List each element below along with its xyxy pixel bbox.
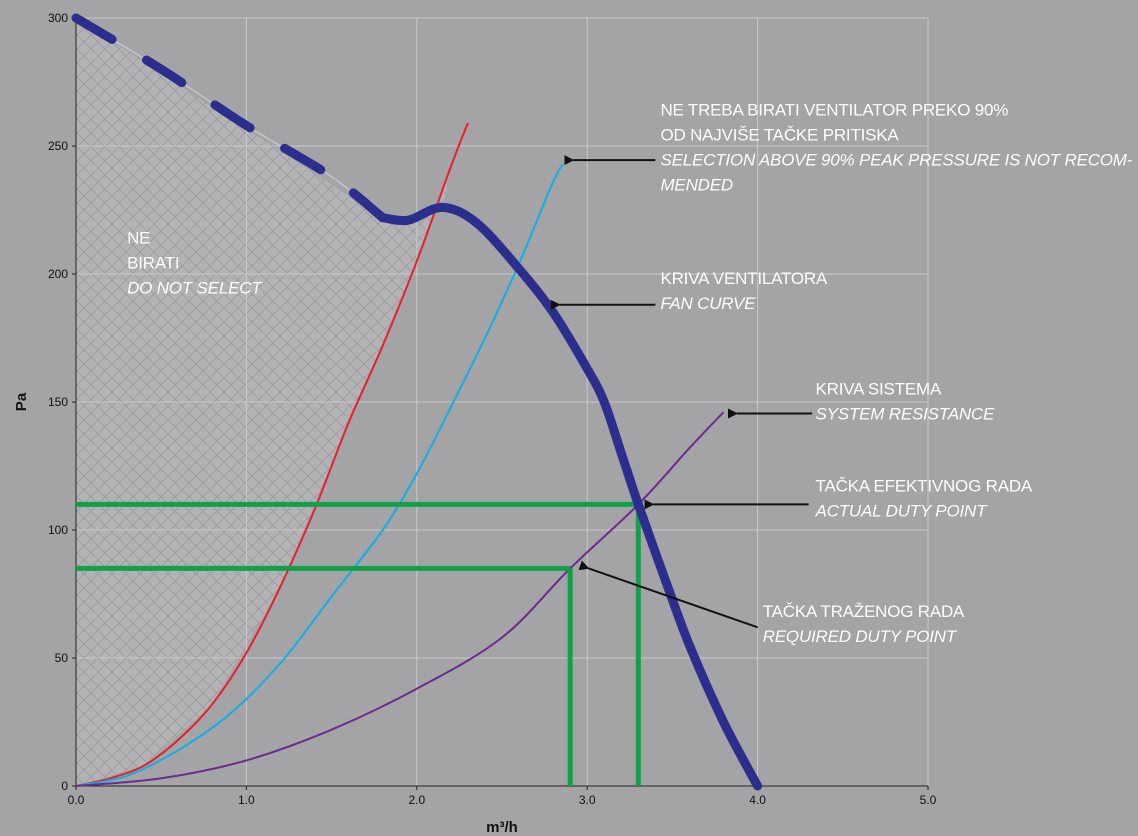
plot-area: 0.0 1.0 2.0 3.0 4.0 5.0 0 50 100 150 200 250 300 m³/h…: [13, 11, 1133, 836]
y-tick-label: 100: [48, 523, 68, 537]
annotation-line: SELECTION ABOVE 90% PEAK PRESSURE IS NOT…: [660, 150, 1132, 169]
fan-curve-solid: [378, 202, 763, 791]
pointer-arrow: [578, 560, 758, 629]
annotation-line: BIRATI: [127, 253, 179, 272]
annotation-line: REQUIRED DUTY POINT: [763, 627, 958, 646]
y-tick-label: 200: [48, 267, 68, 281]
annotation-line: MENDED: [660, 175, 732, 194]
annotation-line: KRIVA VENTILATORA: [660, 269, 828, 288]
annotation-line: KRIVA SISTEMA: [816, 379, 942, 398]
y-tick-label: 150: [48, 395, 68, 409]
x-axis-title: m³/h: [486, 819, 518, 836]
y-tick-label: 0: [61, 779, 68, 793]
fan-curve-dashed: [71, 13, 388, 223]
annotation-line: SYSTEM RESISTANCE: [816, 404, 995, 423]
y-tick-label: 300: [48, 11, 68, 25]
annotation-line: NE TREBA BIRATI VENTILATOR PREKO 90%: [660, 100, 1008, 119]
y-tick-label: 50: [55, 651, 69, 665]
annotation-line: ACTUAL DUTY POINT: [815, 502, 989, 521]
x-tick-label: 2.0: [408, 793, 425, 807]
annotation-line: OD NAJVIŠE TAČKE PRITISKA: [660, 125, 899, 144]
x-tick-label: 5.0: [920, 793, 937, 807]
annotation-line: TAČKA TRAŽENOG RADA: [763, 602, 965, 621]
y-axis-title: Pa: [13, 392, 30, 411]
x-tick-label: 1.0: [238, 793, 255, 807]
x-tick-label: 3.0: [579, 793, 596, 807]
x-tick-label: 0.0: [68, 793, 85, 807]
x-tick-label: 4.0: [749, 793, 766, 807]
y-tick-label: 250: [48, 139, 68, 153]
red-curve: [75, 122, 469, 787]
annotation-line: FAN CURVE: [660, 294, 756, 313]
annotation-line: DO NOT SELECT: [127, 278, 263, 297]
annotation-line: NE: [127, 228, 150, 247]
system-curve: [75, 411, 725, 787]
annotation-line: TAČKA EFEKTIVNOG RADA: [816, 477, 1033, 496]
